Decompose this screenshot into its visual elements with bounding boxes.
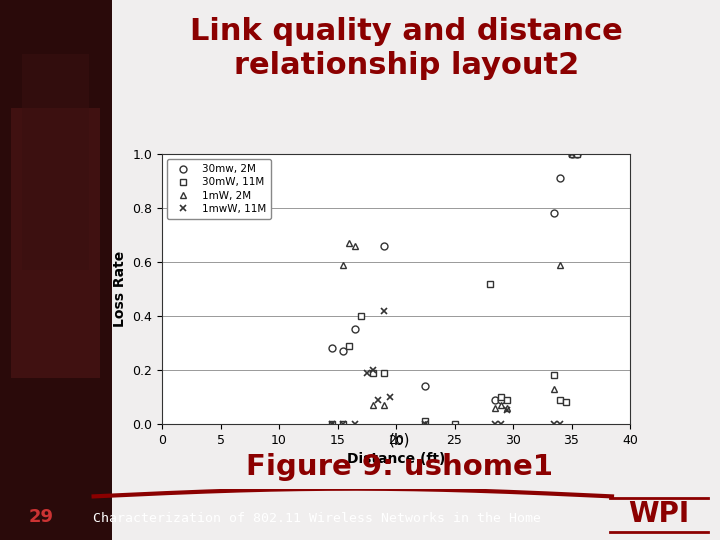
1mW, 2M — [549, 386, 558, 392]
1mwW, 11M — [491, 421, 500, 427]
30mw, 2M — [497, 396, 505, 403]
30mw, 2M — [380, 242, 389, 249]
30mW, 11M — [562, 399, 570, 406]
Line: 1mW, 2M: 1mW, 2M — [328, 240, 563, 427]
Text: Characterization of 802.11 Wireless Networks in the Home: Characterization of 802.11 Wireless Netw… — [93, 512, 541, 525]
30mW, 11M — [345, 342, 354, 349]
30mW, 11M — [503, 396, 511, 403]
30mw, 2M — [421, 383, 430, 389]
1mwW, 11M — [567, 151, 576, 157]
30mW, 11M — [567, 151, 576, 157]
Line: 1mwW, 11M: 1mwW, 11M — [328, 151, 575, 427]
1mW, 2M — [497, 402, 505, 408]
1mwW, 11M — [339, 421, 348, 427]
1mW, 2M — [351, 242, 359, 249]
Text: 29: 29 — [29, 508, 54, 526]
30mw, 2M — [491, 396, 500, 403]
30mW, 11M — [497, 394, 505, 400]
30mW, 11M — [369, 369, 377, 376]
Line: 30mW, 11M: 30mW, 11M — [328, 151, 581, 427]
1mwW, 11M — [386, 394, 395, 400]
1mwW, 11M — [380, 307, 389, 314]
30mW, 11M — [573, 151, 582, 157]
30mW, 11M — [450, 421, 459, 427]
30mW, 11M — [380, 369, 389, 376]
Y-axis label: Loss Rate: Loss Rate — [113, 251, 127, 327]
X-axis label: Distance (ft): Distance (ft) — [347, 452, 445, 466]
1mwW, 11M — [497, 421, 505, 427]
30mw, 2M — [573, 151, 582, 157]
1mW, 2M — [556, 261, 564, 268]
1mwW, 11M — [503, 407, 511, 414]
1mwW, 11M — [351, 421, 359, 427]
1mwW, 11M — [328, 421, 336, 427]
30mW, 11M — [556, 396, 564, 403]
30mW, 11M — [485, 280, 494, 287]
Bar — [22, 54, 89, 270]
1mW, 2M — [328, 421, 336, 427]
30mW, 11M — [421, 418, 430, 424]
1mW, 2M — [421, 421, 430, 427]
30mw, 2M — [567, 151, 576, 157]
30mW, 11M — [339, 421, 348, 427]
1mW, 2M — [491, 404, 500, 411]
1mwW, 11M — [556, 421, 564, 427]
1mW, 2M — [503, 404, 511, 411]
Legend: 30mw, 2M, 30mW, 11M, 1mW, 2M, 1mwW, 11M: 30mw, 2M, 30mW, 11M, 1mW, 2M, 1mwW, 11M — [167, 159, 271, 219]
30mw, 2M — [328, 345, 336, 352]
1mwW, 11M — [374, 396, 383, 403]
1mwW, 11M — [362, 369, 371, 376]
1mW, 2M — [380, 402, 389, 408]
1mW, 2M — [345, 240, 354, 246]
Text: Figure 9: ushome1: Figure 9: ushome1 — [246, 453, 553, 481]
1mW, 2M — [339, 261, 348, 268]
Text: WPI: WPI — [629, 501, 689, 528]
30mw, 2M — [549, 210, 558, 217]
1mwW, 11M — [549, 421, 558, 427]
Text: Link quality and distance
relationship layout2: Link quality and distance relationship l… — [190, 17, 624, 80]
1mW, 2M — [369, 402, 377, 408]
Text: (b): (b) — [389, 433, 410, 448]
1mwW, 11M — [369, 367, 377, 373]
1mwW, 11M — [421, 421, 430, 427]
Line: 30mw, 2M: 30mw, 2M — [328, 151, 581, 403]
30mw, 2M — [339, 348, 348, 354]
30mW, 11M — [356, 313, 365, 319]
30mw, 2M — [556, 175, 564, 181]
30mW, 11M — [328, 421, 336, 427]
30mw, 2M — [351, 326, 359, 333]
30mW, 11M — [549, 372, 558, 379]
Bar — [12, 108, 101, 378]
